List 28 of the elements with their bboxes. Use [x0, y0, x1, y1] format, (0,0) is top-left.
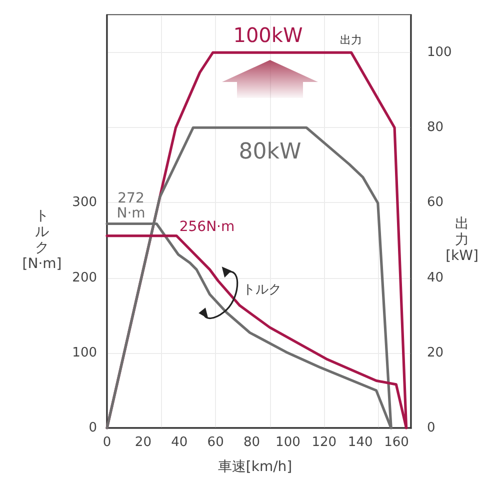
- x-tick-label: 0: [102, 435, 112, 450]
- annotation: トルク: [242, 282, 282, 298]
- y2-tick-label: 40: [427, 270, 444, 286]
- annotation: 272 N·m: [116, 190, 146, 222]
- x-tick-label: 160: [384, 435, 409, 450]
- y-tick-label: 0: [88, 420, 97, 436]
- y-tick-label: 100: [72, 345, 97, 360]
- x-tick-label: 100: [276, 435, 300, 450]
- x-tick-label: 80: [243, 435, 260, 450]
- x-tick-label: 60: [207, 435, 224, 450]
- x-tick-label: 120: [312, 435, 337, 450]
- annotation: 100kW: [233, 23, 303, 47]
- y2-axis-title: 出力 [kW]: [446, 216, 478, 264]
- y-tick-label: 200: [72, 270, 97, 286]
- y2-tick-label: 100: [427, 45, 452, 60]
- x-tick-label: 20: [134, 435, 152, 450]
- y2-tick-label: 20: [427, 345, 444, 360]
- y-tick-label: 300: [72, 195, 97, 210]
- y2-tick-label: 80: [427, 120, 444, 136]
- x-axis-title: 車速[km/h]: [218, 459, 292, 475]
- y2-tick-label: 0: [427, 420, 436, 436]
- x-tick-label: 140: [348, 435, 373, 450]
- y2-tick-label: 60: [427, 195, 444, 210]
- x-tick-label: 40: [171, 435, 188, 450]
- annotation: 出力: [340, 34, 362, 46]
- annotation: 80kW: [238, 140, 302, 164]
- annotation: 256N·m: [179, 219, 235, 235]
- y-axis-title: トルク [N·m]: [22, 208, 62, 272]
